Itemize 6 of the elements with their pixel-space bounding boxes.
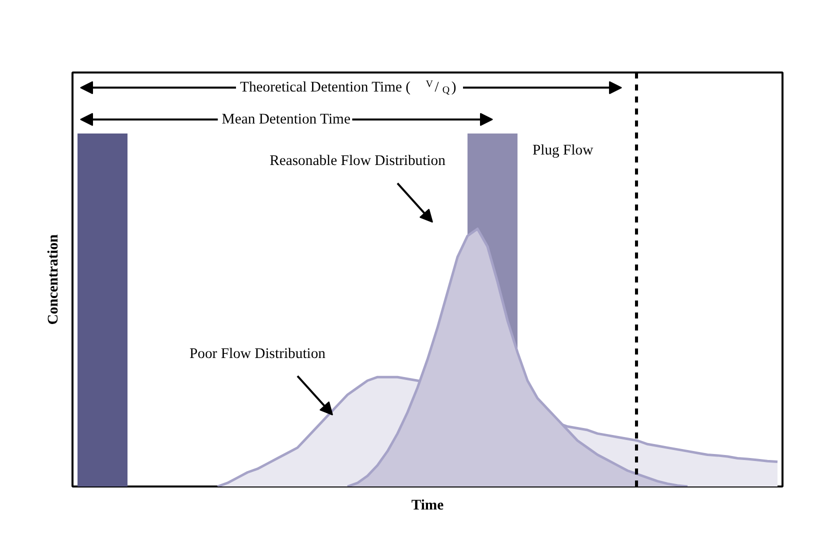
x-axis-title: Time xyxy=(411,498,444,514)
series-label: Plug Flow xyxy=(532,142,594,158)
y-axis-title: Concentration xyxy=(46,234,62,325)
text: Poor Flow Distribution xyxy=(190,346,326,362)
text: Mean Detention Time xyxy=(222,111,350,128)
text: Reasonable Flow Distribution xyxy=(270,153,446,170)
